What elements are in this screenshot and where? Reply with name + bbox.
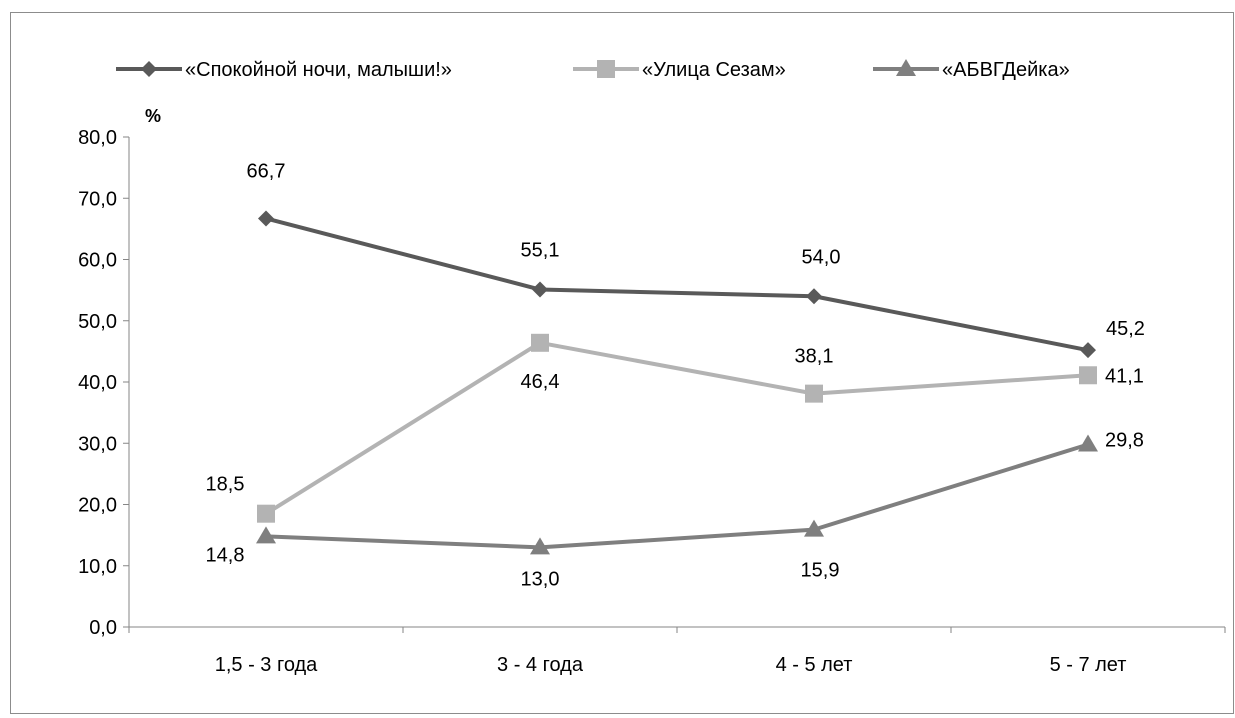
data-point	[531, 333, 549, 352]
y-tick-label: 40,0	[78, 372, 117, 394]
legend-label: «Улица Сезам»	[642, 59, 786, 81]
data-label: 54,0	[802, 246, 841, 268]
data-label: 41,1	[1105, 365, 1144, 387]
legend-label: «АБВГДейка»	[942, 59, 1070, 81]
data-point	[806, 288, 822, 305]
data-point	[1080, 342, 1096, 359]
y-tick-label: 70,0	[78, 188, 117, 210]
data-label: 18,5	[206, 474, 245, 496]
data-label: 38,1	[795, 346, 834, 368]
data-label: 66,7	[247, 160, 286, 182]
y-tick-label: 80,0	[78, 127, 117, 149]
data-point	[1079, 366, 1097, 385]
x-tick-label: 1,5 - 3 года	[215, 654, 318, 676]
data-label: 15,9	[801, 560, 840, 582]
data-point	[804, 519, 824, 537]
legend: «Спокойной ночи, малыши!» «Улица Сезам» «А…	[116, 59, 1070, 81]
data-point	[530, 537, 550, 555]
series-2	[257, 333, 1097, 523]
legend-item-3: «АБВГДейка»	[873, 59, 1070, 81]
series-3	[256, 434, 1098, 555]
line-chart: «Спокойной ночи, малыши!» «Улица Сезам» «А…	[78, 59, 1226, 676]
legend-item-2: «Улица Сезам»	[573, 59, 786, 81]
y-tick-label: 20,0	[78, 495, 117, 517]
data-label: 55,1	[521, 240, 560, 262]
series-layer	[256, 210, 1098, 555]
legend-label: «Спокойной ночи, малыши!»	[185, 59, 452, 81]
chart-frame: «Спокойной ночи, малыши!» «Улица Сезам» «А…	[10, 12, 1234, 714]
legend-marker-icon	[597, 60, 615, 78]
data-point	[257, 504, 275, 523]
legend-marker-icon	[896, 59, 916, 76]
series-line	[264, 340, 1089, 516]
x-tick-label: 4 - 5 лет	[776, 654, 853, 676]
axes: 0,0 10,0 20,0 30,0 40,0 50,0 60,0 70,0 80,0 1,5 -…	[78, 127, 1226, 676]
data-label: 14,8	[206, 544, 245, 566]
y-tick-label: 60,0	[78, 250, 117, 272]
series-line	[265, 442, 1089, 550]
x-tick-label: 5 - 7 лет	[1050, 654, 1127, 676]
y-tick-label: 10,0	[78, 556, 117, 578]
data-labels: 66,7 55,1 54,0 45,2 18,5 46,4 38,1 41,1 14,8 13,0…	[206, 160, 1145, 590]
legend-marker-icon	[141, 61, 157, 77]
y-tick-label: 30,0	[78, 433, 117, 455]
data-label: 13,0	[521, 568, 560, 590]
x-tick-label: 3 - 4 года	[497, 654, 584, 676]
data-point	[1078, 434, 1098, 452]
data-point	[258, 210, 274, 227]
data-label: 29,8	[1105, 429, 1144, 451]
series-line	[265, 216, 1089, 353]
y-tick-label: 0,0	[89, 617, 117, 639]
y-axis-label: %	[145, 106, 161, 126]
data-point	[256, 526, 276, 544]
data-point	[805, 384, 823, 403]
data-label: 46,4	[521, 371, 560, 393]
y-tick-label: 50,0	[78, 311, 117, 333]
legend-item-1: «Спокойной ночи, малыши!»	[116, 59, 452, 81]
data-point	[532, 281, 548, 298]
data-label: 45,2	[1106, 318, 1145, 340]
series-1	[258, 210, 1096, 359]
